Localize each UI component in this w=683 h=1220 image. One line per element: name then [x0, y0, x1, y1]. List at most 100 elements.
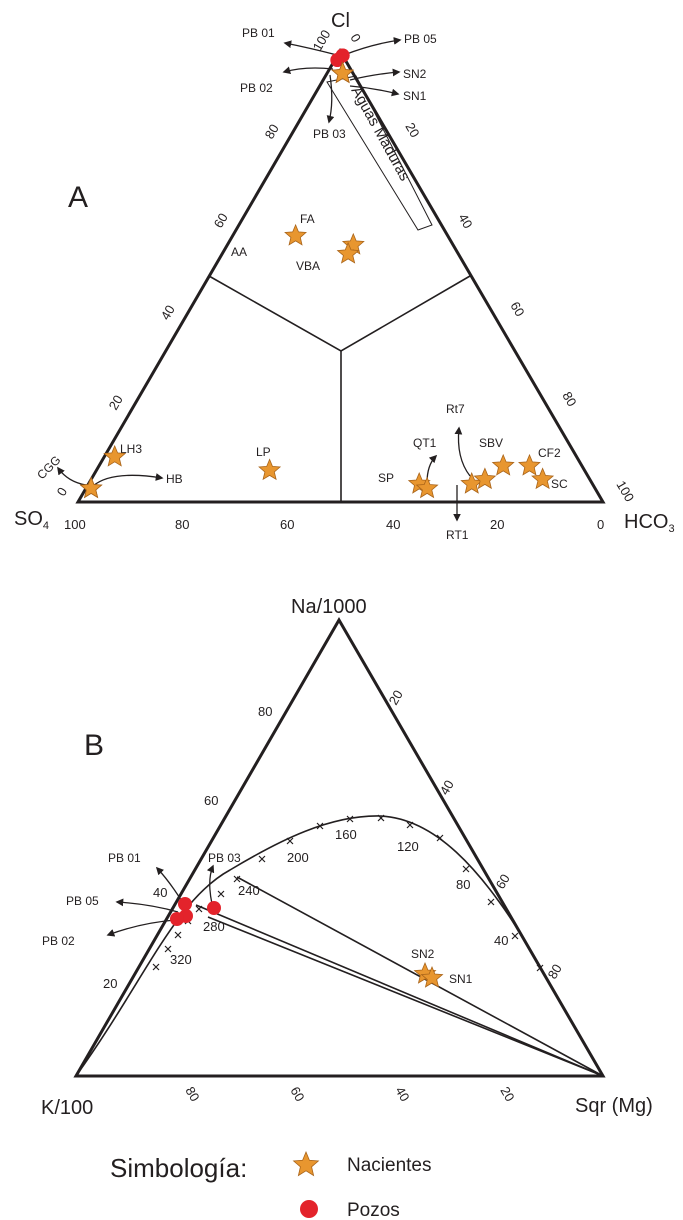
naciente-marker	[473, 467, 497, 490]
tick-label: 20	[386, 687, 406, 707]
tick-label: 20	[497, 1084, 517, 1104]
naciente-marker	[420, 965, 444, 988]
point-label: LP	[256, 445, 271, 459]
tick-label: 20	[490, 517, 504, 532]
tick-label: 20	[106, 392, 126, 412]
panel-a-label: A	[68, 181, 88, 214]
vertex-na-label: Na/1000	[291, 596, 367, 618]
legend-pozos-label: Pozos	[347, 1200, 400, 1220]
pozo-marker	[170, 912, 184, 926]
panel-a: A Aguas Maduras Cl SO4 HCO3 0 20 40 60 8…	[14, 10, 675, 542]
tick-label: 80	[182, 1084, 202, 1104]
naciente-marker	[331, 61, 355, 84]
point-label: LH3	[120, 442, 142, 456]
pozo-marker	[207, 901, 221, 915]
tick-label: 60	[493, 871, 513, 891]
tick-label: 0	[54, 485, 71, 499]
naciente-marker	[491, 453, 515, 476]
pozo-marker	[178, 897, 192, 911]
point-label: FA	[300, 212, 315, 226]
point-label: SN1	[403, 89, 427, 103]
tick-label: 60	[280, 517, 294, 532]
vertex-cl-label: Cl	[331, 10, 350, 32]
point-label: PB 01	[242, 26, 275, 40]
panel-b-label: B	[84, 729, 104, 762]
point-label: SN2	[411, 947, 435, 961]
point-label: PB 01	[108, 851, 141, 865]
tick-label: 40	[392, 1084, 412, 1104]
curve-label: 200	[287, 850, 309, 865]
vertex-so4-label: SO4	[14, 508, 49, 532]
naciente-marker	[79, 476, 103, 499]
vertex-hco3-label: HCO3	[624, 511, 675, 535]
curve-label: 80	[456, 877, 470, 892]
point-label: SP	[378, 471, 394, 485]
tick-label: 80	[559, 389, 579, 409]
naciente-marker	[103, 444, 127, 467]
point-label: CGG	[34, 453, 63, 482]
point-label: Rt7	[446, 402, 465, 416]
point-label: PB 03	[313, 127, 346, 141]
equilibrium-curve	[75, 815, 542, 1077]
tick-label: 100	[64, 517, 86, 532]
point-label: PB 03	[208, 851, 241, 865]
tick-label: 60	[204, 793, 218, 808]
curve-label: 320	[170, 952, 192, 967]
tick-label: 80	[258, 704, 272, 719]
curve-label: 40	[494, 933, 508, 948]
curve-label: 120	[397, 839, 419, 854]
curve-label: 240	[238, 883, 260, 898]
point-label: SBV	[479, 436, 503, 450]
point-label: PB 02	[240, 81, 273, 95]
tick-label: 80	[545, 961, 565, 981]
tick-label: 60	[211, 210, 231, 230]
tick-label: 0	[597, 517, 604, 532]
tick-label: 40	[386, 517, 400, 532]
legend-pozo-icon	[300, 1200, 318, 1218]
tick-label: 40	[455, 211, 475, 231]
naciente-marker	[336, 241, 360, 264]
tick-label: 20	[402, 120, 422, 140]
tick-label: 60	[287, 1084, 307, 1104]
vertex-k-label: K/100	[41, 1097, 93, 1119]
legend-markers	[292, 1150, 320, 1218]
point-label: VBA	[296, 259, 320, 273]
tick-label: 80	[262, 121, 282, 141]
tick-label: 60	[507, 299, 527, 319]
tick-label: 20	[103, 976, 117, 991]
point-label: SC	[551, 477, 568, 491]
point-label: PB 05	[66, 894, 99, 908]
point-label: RT1	[446, 528, 469, 542]
naciente-marker	[517, 453, 541, 476]
tick-label: 40	[153, 885, 167, 900]
panel-a-division-line	[208, 275, 471, 352]
curve-label: 160	[335, 827, 357, 842]
point-label: CF2	[538, 446, 561, 460]
tick-label: 100	[613, 478, 637, 504]
naciente-marker	[415, 476, 439, 499]
point-label: HB	[166, 472, 183, 486]
panel-b-triangle	[73, 617, 606, 1078]
tick-label: 80	[175, 517, 189, 532]
point-label: PB 02	[42, 934, 75, 948]
pozo-marker	[330, 53, 345, 68]
point-label: SN1	[449, 972, 473, 986]
point-label: SN2	[403, 67, 427, 81]
point-label: PB 05	[404, 32, 437, 46]
panel-a-markers	[79, 48, 555, 499]
legend-naciente-icon	[292, 1150, 320, 1177]
point-label: QT1	[413, 436, 437, 450]
panel-b-leaders	[106, 864, 215, 937]
tick-label: 40	[158, 302, 178, 322]
panel-b: B	[41, 596, 653, 1119]
naciente-marker	[284, 223, 307, 246]
legend: Simbología: Nacientes Pozos	[110, 1150, 432, 1220]
tick-label: 40	[437, 777, 457, 797]
panel-b-markers	[170, 897, 444, 988]
naciente-marker	[258, 458, 282, 481]
curve-label: 280	[203, 919, 225, 934]
panel-b-mixing-lines	[195, 876, 604, 1077]
point-label: AA	[231, 245, 247, 259]
vertex-sqr-label: Sqr (Mg)	[575, 1095, 653, 1117]
